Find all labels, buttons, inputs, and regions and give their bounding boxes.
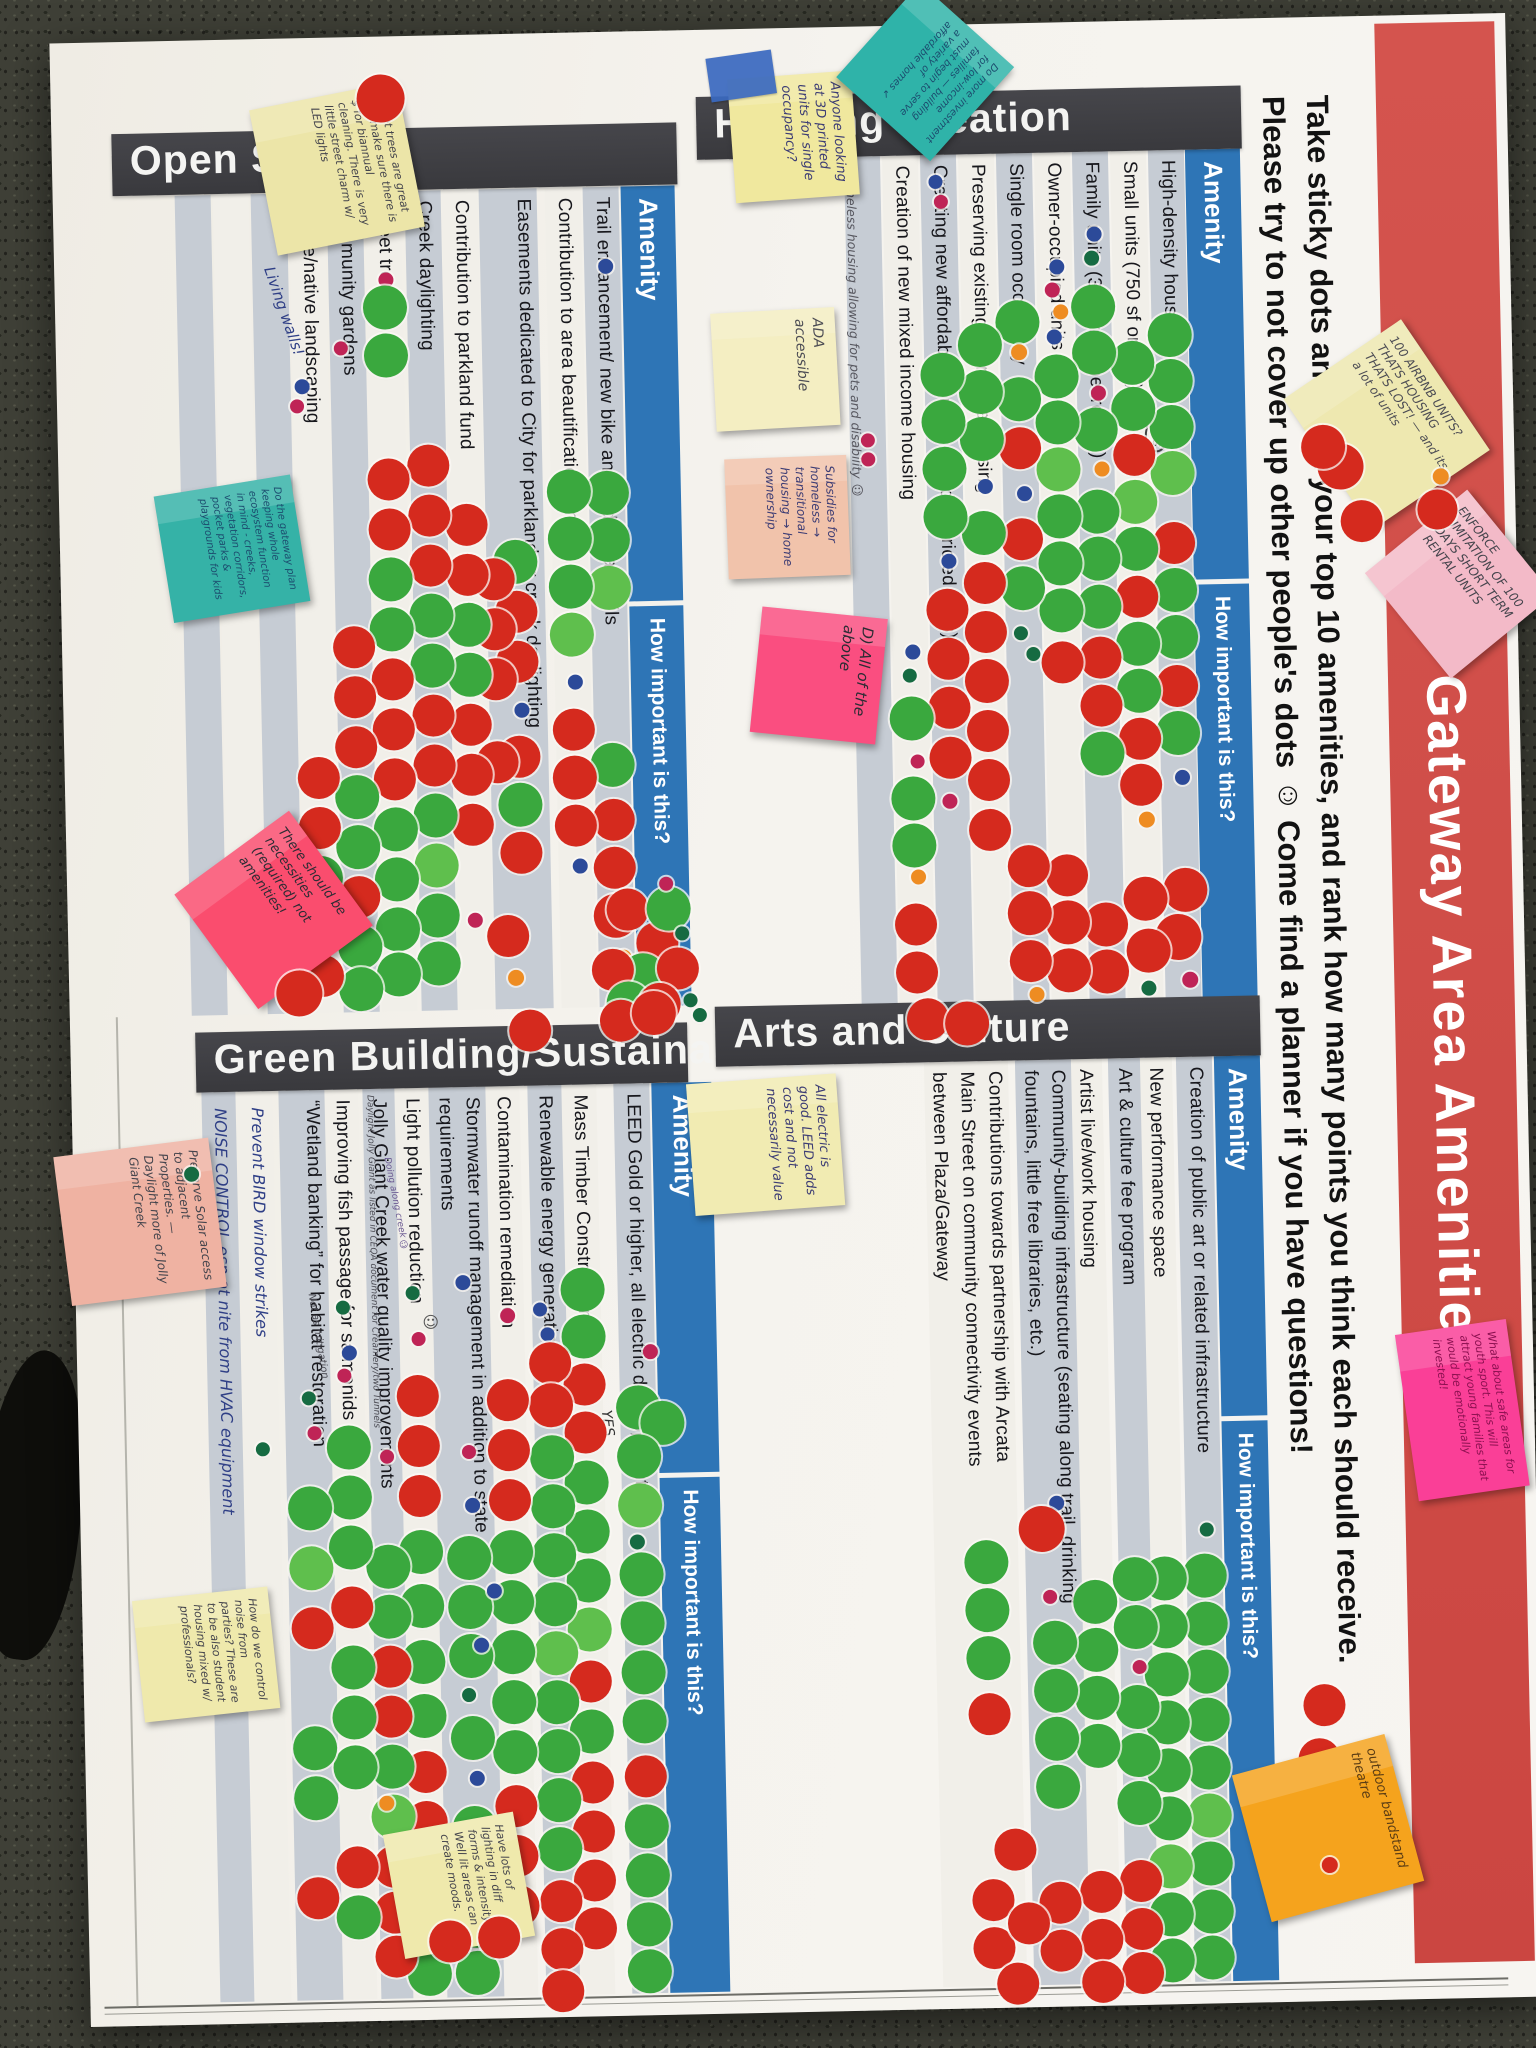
sticker-dot (1093, 460, 1110, 477)
sticky-note-text: What about safe areas for youth sport. T… (1429, 1330, 1518, 1482)
poster-title: Gateway Area Amenities (1414, 673, 1493, 1369)
sticky-note-preserve-solar: Preserve Solar access to adjacent Proper… (53, 1137, 227, 1307)
sticker-dot (1090, 384, 1106, 401)
handwritten-annotation: ☺ (421, 1312, 441, 1332)
sticker-dot (567, 673, 583, 690)
amenity-label: Creation of new mixed income housing (891, 165, 920, 501)
sticker-dot (977, 478, 993, 494)
sticky-note-text: Do the gateway plan keeping whole ecosys… (196, 486, 299, 601)
amenity-label: Renewable energy generation (534, 1095, 561, 1355)
sticker-dot (1046, 328, 1062, 345)
sticky-note-text: ADA accessible (791, 317, 827, 392)
sticker-dot (486, 1582, 502, 1599)
sticky-note-ada-accessible: ADA accessible (710, 306, 841, 432)
sticker-dot (940, 553, 957, 569)
sticker-dot (904, 643, 920, 660)
sticker-dot (183, 1166, 199, 1182)
sticker-dot (910, 868, 926, 885)
sticker-dot (1083, 250, 1099, 266)
sticker-dot (467, 912, 483, 928)
sticker-dot (454, 1274, 471, 1290)
sticky-note-gateway-plan: Do the gateway plan keeping whole ecosys… (153, 474, 311, 623)
importance-column-header-label: How important is this? (678, 1489, 707, 1716)
importance-column-header-label: How important is this? (1210, 595, 1239, 823)
amenity-label: Contributions towards partnership with A… (928, 1070, 1014, 1467)
sticker-dot (1174, 769, 1190, 785)
sticker-dot (513, 702, 530, 718)
sticky-note-text: Anyone looking at 3D printed units for s… (777, 81, 849, 183)
quadrant-title: Arts and Culture (732, 1003, 1071, 1057)
sticker-dot (1052, 303, 1068, 320)
sticker-dot (464, 1497, 480, 1513)
importance-column-header: How important is this? (1193, 583, 1258, 1002)
amenity-column-header-label: Amenity (1198, 160, 1231, 264)
sticky-note-all-of-the-above: D) All of the above (749, 606, 888, 745)
sticky-note-text: D) All of the above (835, 624, 877, 718)
poster: Gateway Area Amenities Take sticky dots … (49, 0, 1536, 2028)
amenity-column-header-label: Amenity (1222, 1067, 1255, 1171)
painters-tape (705, 49, 778, 103)
sticker-dot (293, 378, 310, 394)
importance-column-header-label: How important is this? (1233, 1432, 1262, 1660)
sticker-dot (341, 1344, 357, 1361)
sticker-dot (642, 1343, 658, 1359)
sticky-note-youth-sports: What about safe areas for youth sport. T… (1394, 1319, 1530, 1502)
sticky-note-text: Subsidies for homeless → transitional ho… (762, 465, 840, 567)
sticky-note-text: All electric is good. LEED adds cost and… (762, 1084, 833, 1202)
sticker-dot (629, 1533, 645, 1550)
amenity-label: Owner-occupied units (1043, 162, 1069, 351)
sticker-dot (1085, 225, 1102, 242)
sticker-dot (1028, 986, 1045, 1002)
sticker-dot (1016, 485, 1032, 501)
sticker-dot (473, 1637, 489, 1653)
sticker-dot (597, 258, 613, 274)
sticker-dot (469, 1770, 485, 1786)
sticky-note-text: How do we control noise from parties? Th… (177, 1597, 270, 1704)
sticker-dot (941, 793, 958, 809)
amenity-column-header: Amenity (1184, 148, 1249, 580)
sticker-dot (1044, 281, 1060, 298)
sticker-dot (1140, 979, 1157, 996)
amenity-label: Art & culture fee program (1114, 1067, 1140, 1286)
amenity-column-header: Amenity (1213, 1055, 1268, 1417)
sticker-dot (499, 1307, 515, 1323)
sticker-dot (1048, 258, 1064, 275)
sticky-note-party-noise: How do we control noise from parties? Th… (131, 1586, 281, 1723)
sticky-note-leed-cost: All electric is good. LEED adds cost and… (685, 1073, 846, 1217)
sticky-note-subsidies: Subsidies for homeless → transitional ho… (724, 454, 851, 580)
amenity-label: Contribution to parkland fund (450, 199, 477, 450)
sticker-dot (572, 857, 588, 874)
sticker-dot (378, 1795, 394, 1811)
sticky-note-text: outdoor bandstand theatre (1347, 1746, 1410, 1870)
importance-column-header: How important is this? (659, 1476, 731, 1993)
amenity-column-header-label: Amenity (633, 197, 666, 301)
importance-column-header-label: How important is this? (645, 617, 674, 845)
